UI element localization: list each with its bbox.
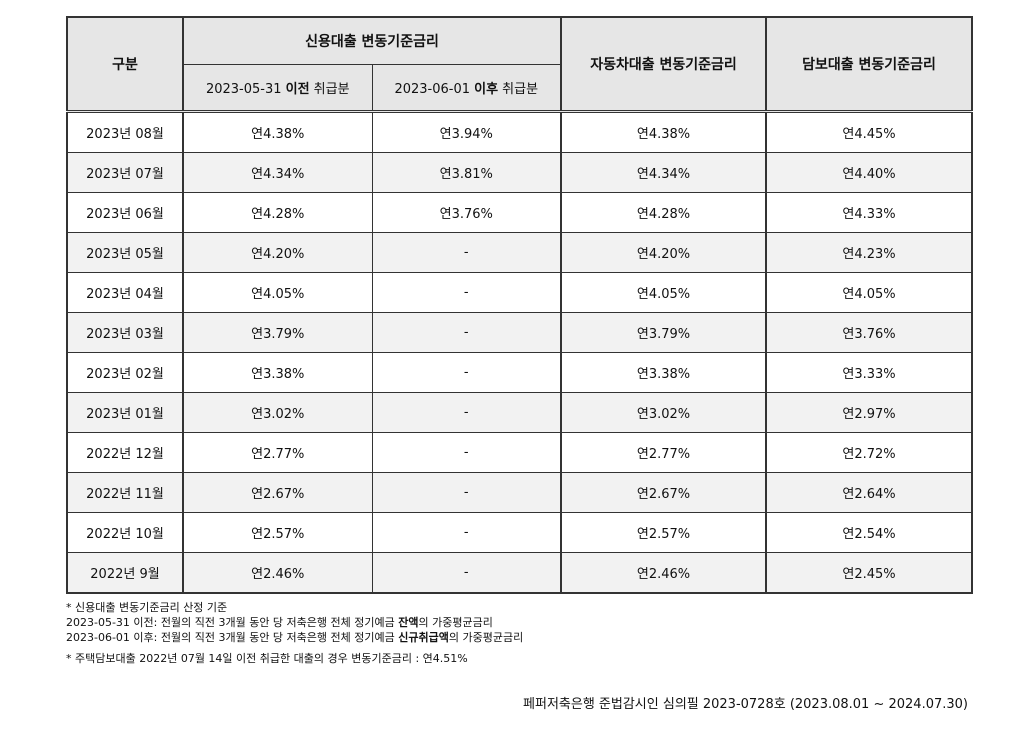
cell-credit-before: 연4.34% [182, 152, 373, 193]
cell-credit-before: 연4.28% [182, 192, 373, 233]
table-row: 2023년 03월 연3.79% - 연3.79% 연3.76% [66, 312, 973, 353]
cell-auto: 연4.20% [560, 232, 767, 273]
cell-credit-before: 연3.79% [182, 312, 373, 353]
cell-mortgage: 연2.97% [765, 392, 973, 433]
header-credit-before-prefix: 2023-05-31 [205, 82, 286, 97]
cell-auto: 연4.28% [560, 192, 767, 233]
cell-month: 2023년 08월 [66, 111, 184, 153]
cell-mortgage: 연4.33% [765, 192, 973, 233]
cell-auto: 연3.79% [560, 312, 767, 353]
header-credit-after: 2023-06-01 이후 취급분 [371, 64, 562, 113]
header-mortgage-loan: 담보대출 변동기준금리 [765, 16, 973, 113]
cell-credit-after: - [371, 352, 562, 393]
table-row: 2022년 9월 연2.46% - 연2.46% 연2.45% [66, 552, 973, 594]
cell-auto: 연4.34% [560, 152, 767, 193]
cell-credit-before: 연4.05% [182, 272, 373, 313]
cell-mortgage: 연2.54% [765, 512, 973, 553]
cell-auto: 연3.02% [560, 392, 767, 433]
cell-mortgage: 연2.72% [765, 432, 973, 473]
note-mortgage: * 주택담보대출 2022년 07월 14일 이전 취급한 대출의 경우 변동기… [66, 652, 468, 665]
cell-credit-after: - [371, 312, 562, 353]
cell-mortgage: 연4.05% [765, 272, 973, 313]
cell-credit-after: - [371, 232, 562, 273]
cell-mortgage: 연3.33% [765, 352, 973, 393]
cell-mortgage: 연2.64% [765, 472, 973, 513]
cell-mortgage: 연4.40% [765, 152, 973, 193]
cell-auto: 연2.77% [560, 432, 767, 473]
table-row: 2023년 06월 연4.28% 연3.76% 연4.28% 연4.33% [66, 192, 973, 233]
note-before: 2023-05-31 이전: 전월의 직전 3개월 동안 당 저축은행 전체 정… [66, 615, 971, 630]
cell-credit-after: - [371, 392, 562, 433]
note-before-bold: 잔액 [398, 616, 419, 629]
table-row: 2023년 05월 연4.20% - 연4.20% 연4.23% [66, 232, 973, 273]
cell-credit-after: - [371, 272, 562, 313]
note-before-prefix: 2023-05-31 이전: 전월의 직전 3개월 동안 당 저축은행 전체 정… [66, 616, 399, 629]
cell-credit-before: 연3.38% [182, 352, 373, 393]
header-credit-after-prefix: 2023-06-01 [394, 82, 475, 97]
cell-credit-before: 연3.02% [182, 392, 373, 433]
cell-month: 2023년 02월 [66, 352, 184, 393]
header-credit-after-bold: 이후 [474, 82, 499, 97]
cell-mortgage: 연3.76% [765, 312, 973, 353]
cell-credit-after: - [371, 472, 562, 513]
cell-credit-before: 연4.38% [182, 111, 373, 153]
cell-credit-after: - [371, 432, 562, 473]
cell-credit-after: 연3.94% [371, 111, 562, 153]
cell-month: 2022년 11월 [66, 472, 184, 513]
cell-mortgage: 연4.23% [765, 232, 973, 273]
cell-credit-before: 연2.67% [182, 472, 373, 513]
cell-month: 2023년 03월 [66, 312, 184, 353]
header-credit-before-suffix: 취급분 [309, 82, 350, 97]
table-row: 2023년 07월 연4.34% 연3.81% 연4.34% 연4.40% [66, 152, 973, 193]
note-credit-basis: * 신용대출 변동기준금리 산정 기준 [66, 601, 228, 614]
cell-month: 2023년 07월 [66, 152, 184, 193]
header-credit-after-suffix: 취급분 [498, 82, 539, 97]
cell-credit-after: 연3.81% [371, 152, 562, 193]
header-credit-before-bold: 이전 [285, 82, 310, 97]
cell-mortgage: 연2.45% [765, 552, 973, 594]
cell-auto: 연2.46% [560, 552, 767, 594]
cell-credit-after: - [371, 552, 562, 594]
cell-credit-before: 연2.57% [182, 512, 373, 553]
header-credit-loan: 신용대출 변동기준금리 [182, 16, 562, 65]
cell-month: 2023년 04월 [66, 272, 184, 313]
cell-month: 2022년 12월 [66, 432, 184, 473]
cell-month: 2022년 10월 [66, 512, 184, 553]
note-after-prefix: 2023-06-01 이후: 전월의 직전 3개월 동안 당 저축은행 전체 정… [66, 631, 399, 644]
note-after-suffix: 의 가중평균금리 [448, 631, 524, 644]
cell-month: 2022년 9월 [66, 552, 184, 594]
notes: * 신용대출 변동기준금리 산정 기준 2023-05-31 이전: 전월의 직… [66, 600, 971, 666]
table-row: 2023년 08월 연4.38% 연3.94% 연4.38% 연4.45% [66, 111, 973, 153]
cell-auto: 연4.38% [560, 111, 767, 153]
cell-month: 2023년 01월 [66, 392, 184, 433]
table-row: 2022년 12월 연2.77% - 연2.77% 연2.72% [66, 432, 973, 473]
table-row: 2022년 10월 연2.57% - 연2.57% 연2.54% [66, 512, 973, 553]
cell-credit-before: 연2.77% [182, 432, 373, 473]
variable-rate-table: 구분 신용대출 변동기준금리 자동차대출 변동기준금리 담보대출 변동기준금리 … [66, 16, 973, 594]
cell-auto: 연3.38% [560, 352, 767, 393]
note-before-suffix: 의 가중평균금리 [418, 616, 493, 629]
cell-month: 2023년 05월 [66, 232, 184, 273]
header-auto-loan: 자동차대출 변동기준금리 [560, 16, 767, 113]
rate-table-body: 2023년 08월 연4.38% 연3.94% 연4.38% 연4.45% 2023년 0… [66, 111, 973, 594]
table-row: 2023년 04월 연4.05% - 연4.05% 연4.05% [66, 272, 973, 313]
table-row: 2023년 02월 연3.38% - 연3.38% 연3.33% [66, 352, 973, 393]
cell-auto: 연4.05% [560, 272, 767, 313]
note-after-bold: 신규취급액 [398, 631, 449, 644]
cell-mortgage: 연4.45% [765, 111, 973, 153]
compliance-footer: 페퍼저축은행 준법감시인 심의필 2023-0728호 (2023.08.01 … [523, 697, 968, 712]
cell-credit-before: 연2.46% [182, 552, 373, 594]
rate-table-container: 구분 신용대출 변동기준금리 자동차대출 변동기준금리 담보대출 변동기준금리 … [66, 16, 973, 666]
header-gubun: 구분 [66, 16, 184, 113]
note-after: 2023-06-01 이후: 전월의 직전 3개월 동안 당 저축은행 전체 정… [66, 630, 971, 645]
cell-credit-after: - [371, 512, 562, 553]
cell-credit-after: 연3.76% [371, 192, 562, 233]
cell-auto: 연2.67% [560, 472, 767, 513]
cell-auto: 연2.57% [560, 512, 767, 553]
table-row: 2022년 11월 연2.67% - 연2.67% 연2.64% [66, 472, 973, 513]
cell-credit-before: 연4.20% [182, 232, 373, 273]
header-credit-before: 2023-05-31 이전 취급분 [182, 64, 373, 113]
cell-month: 2023년 06월 [66, 192, 184, 233]
table-row: 2023년 01월 연3.02% - 연3.02% 연2.97% [66, 392, 973, 433]
